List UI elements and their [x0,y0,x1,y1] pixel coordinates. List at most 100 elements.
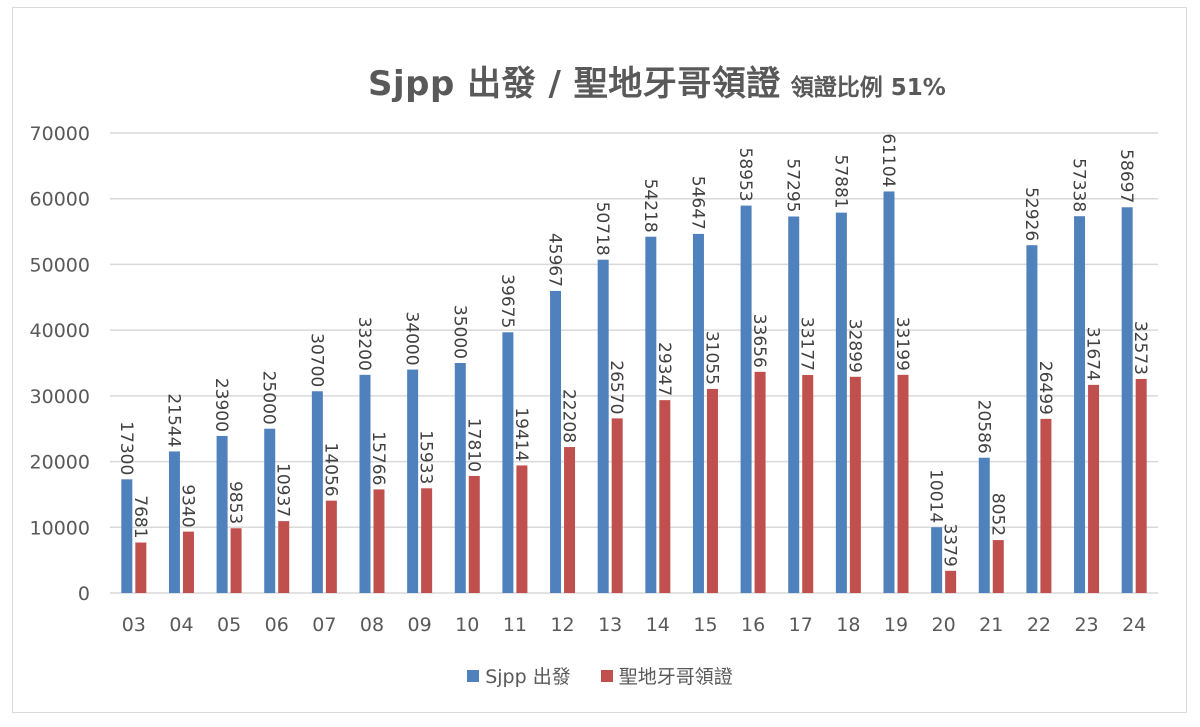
legend: Sjpp 出發 聖地牙哥領證 [0,662,1200,689]
data-label: 21544 [163,393,183,447]
x-tick-label: 07 [312,614,336,636]
data-label: 32573 [1130,321,1150,375]
data-label: 15766 [368,431,388,485]
bar [945,570,957,593]
data-label: 10014 [926,469,946,523]
data-label: 35000 [449,305,469,359]
data-label: 33200 [354,317,374,371]
bar [230,528,242,593]
data-label: 39675 [497,274,517,328]
bar [359,374,371,593]
bar [1135,378,1147,593]
bar [468,475,480,593]
bar [692,233,704,593]
bar [1074,216,1086,593]
x-tick-label: 08 [360,614,384,636]
data-label: 3379 [940,524,960,567]
legend-swatch-red [600,669,613,682]
x-tick-label: 18 [836,614,860,636]
data-label: 50718 [592,202,612,256]
bar [407,369,419,593]
bar [550,290,562,593]
bars [121,191,1147,594]
x-tick-label: 06 [265,614,289,636]
data-label: 54218 [640,179,660,233]
y-tick-label: 0 [78,583,90,605]
x-tick-label: 09 [408,614,432,636]
bar [168,451,180,593]
bar [754,371,766,593]
x-tick-label: 22 [1027,614,1051,636]
bar [883,191,895,594]
x-tick-label: 16 [741,614,765,636]
data-label: 15933 [416,430,436,484]
bar [135,542,147,593]
x-tick-label: 14 [646,614,670,636]
data-label: 31055 [701,331,721,385]
legend-item-sjpp[interactable]: Sjpp 出發 [467,662,571,689]
x-tick-label: 12 [550,614,574,636]
x-axis-tick-labels: 03 04 05 06 07 08 09 10 11 12 13 14 15 16 17 18 19 20 21 22… [122,614,1147,636]
bar [325,500,337,593]
bar [645,236,657,594]
data-labels: 17300 7681 21544 9340 23900 9853 25000 10937 307… [116,133,1150,566]
x-tick-label: 05 [217,614,241,636]
data-label: 57338 [1069,158,1089,212]
chart-title-main: Sjpp 出發 / 聖地牙哥領證 [368,64,781,104]
data-label: 17810 [463,418,483,472]
data-label: 33177 [797,317,817,371]
data-label: 22208 [559,389,579,443]
data-label: 34000 [402,311,422,365]
data-label: 54647 [687,176,707,230]
bar [216,435,228,593]
data-label: 58697 [1116,149,1136,203]
x-tick-label: 15 [693,614,717,636]
data-label: 10937 [273,463,293,517]
bar [121,479,133,593]
y-tick-label: 50000 [30,254,90,276]
bar [992,540,1004,593]
data-label: 29347 [654,342,674,396]
data-label: 9340 [177,484,197,527]
x-tick-label: 03 [122,614,146,636]
x-tick-label: 04 [169,614,193,636]
bar [311,391,323,593]
data-label: 26570 [606,360,626,414]
y-tick-label: 20000 [30,452,90,474]
bar [373,489,385,593]
data-label: 57881 [830,155,850,209]
data-label: 32899 [844,319,864,373]
bar [931,527,943,593]
bar [802,374,814,593]
x-tick-label: 10 [455,614,479,636]
data-label: 52926 [1021,187,1041,241]
legend-label: Sjpp 出發 [485,666,571,688]
bar [611,418,623,593]
legend-label: 聖地牙哥領證 [618,666,733,688]
bar [454,363,466,593]
data-label: 33656 [749,314,769,368]
data-label: 25000 [259,371,279,425]
y-tick-label: 10000 [30,517,90,539]
x-tick-label: 19 [884,614,908,636]
data-label: 17300 [116,421,136,475]
data-label: 7681 [130,495,150,538]
chart-title: Sjpp 出發 / 聖地牙哥領證 領證比例 51% [368,56,946,105]
y-tick-label: 60000 [30,189,90,211]
x-tick-label: 13 [598,614,622,636]
data-label: 33199 [892,317,912,371]
chart-subtitle: 領證比例 51% [790,75,946,101]
data-label: 31674 [1083,327,1103,381]
y-tick-label: 30000 [30,386,90,408]
data-label: 19414 [511,407,531,461]
data-label: 8052 [987,493,1007,536]
bar [835,212,847,593]
bar [264,428,276,593]
x-tick-label: 23 [1074,614,1098,636]
data-label: 14056 [320,443,340,497]
legend-item-santiago[interactable]: 聖地牙哥領證 [600,662,733,689]
bar [597,259,609,593]
y-tick-label: 70000 [30,123,90,145]
data-label: 58953 [735,148,755,202]
bar [1026,245,1038,594]
